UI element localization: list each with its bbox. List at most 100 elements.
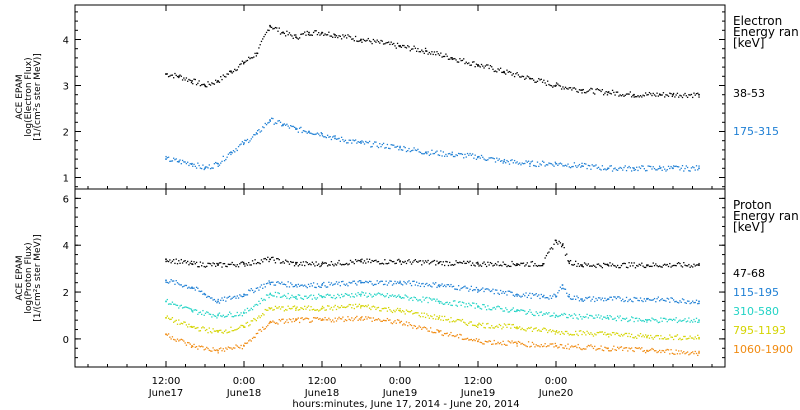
data-point bbox=[469, 288, 471, 290]
data-point bbox=[656, 320, 658, 322]
data-point bbox=[689, 170, 691, 172]
data-point bbox=[185, 262, 188, 264]
data-point bbox=[480, 324, 483, 326]
data-point bbox=[685, 302, 687, 304]
data-point bbox=[544, 343, 546, 345]
data-point bbox=[493, 306, 495, 309]
data-point bbox=[530, 261, 532, 263]
data-point bbox=[648, 91, 651, 94]
data-point bbox=[265, 258, 268, 261]
data-point bbox=[450, 57, 452, 59]
data-point bbox=[607, 264, 609, 266]
data-point bbox=[325, 286, 327, 288]
data-point bbox=[539, 79, 541, 81]
data-point bbox=[207, 295, 209, 298]
data-point bbox=[629, 265, 632, 267]
data-point bbox=[650, 334, 652, 337]
data-point bbox=[527, 265, 530, 267]
data-point bbox=[326, 34, 329, 36]
data-point bbox=[564, 288, 567, 290]
data-point bbox=[281, 125, 283, 127]
data-point bbox=[690, 265, 693, 267]
data-point bbox=[394, 311, 396, 313]
data-point bbox=[173, 338, 175, 341]
data-point bbox=[253, 134, 255, 136]
data-point bbox=[680, 301, 682, 303]
data-point bbox=[511, 324, 513, 326]
data-point bbox=[501, 160, 503, 162]
data-point bbox=[348, 294, 350, 296]
data-point bbox=[513, 75, 516, 78]
data-point bbox=[222, 299, 224, 301]
data-point bbox=[381, 307, 383, 310]
data-point bbox=[231, 261, 233, 264]
data-point bbox=[309, 309, 311, 311]
data-point bbox=[380, 320, 382, 323]
data-point bbox=[634, 347, 637, 349]
data-point bbox=[466, 305, 469, 308]
data-point bbox=[669, 167, 671, 170]
data-point bbox=[515, 162, 517, 164]
data-point bbox=[610, 350, 612, 352]
data-point bbox=[338, 281, 340, 284]
data-point bbox=[242, 344, 245, 346]
data-point bbox=[296, 286, 298, 288]
y-tick-label: 2 bbox=[63, 288, 69, 299]
data-point bbox=[283, 32, 286, 35]
data-point bbox=[330, 282, 333, 284]
data-point bbox=[538, 294, 540, 296]
data-point bbox=[360, 319, 362, 321]
data-point bbox=[424, 297, 427, 299]
data-point bbox=[637, 95, 639, 97]
data-point bbox=[630, 300, 633, 302]
data-point bbox=[561, 284, 564, 286]
data-point bbox=[183, 161, 185, 163]
data-point bbox=[175, 319, 177, 322]
data-point bbox=[427, 53, 429, 55]
data-point bbox=[582, 348, 584, 350]
data-point bbox=[602, 168, 605, 171]
data-point bbox=[454, 155, 456, 158]
data-point bbox=[296, 318, 298, 320]
data-point bbox=[178, 161, 180, 163]
data-point bbox=[290, 296, 292, 299]
data-point bbox=[618, 296, 620, 298]
data-point bbox=[442, 319, 445, 322]
data-point bbox=[419, 326, 422, 328]
data-point bbox=[426, 313, 428, 315]
data-point bbox=[433, 331, 436, 334]
data-point bbox=[215, 79, 217, 81]
data-point bbox=[175, 304, 177, 306]
data-point bbox=[531, 330, 534, 332]
data-point bbox=[404, 313, 406, 315]
y-axis-label-line: [1/(cm²s ster MeV)] bbox=[33, 53, 43, 140]
data-point bbox=[499, 67, 502, 69]
data-point bbox=[502, 310, 504, 312]
data-point bbox=[672, 299, 675, 301]
data-point bbox=[569, 315, 572, 317]
data-point bbox=[358, 303, 361, 305]
data-point bbox=[614, 265, 616, 267]
data-point bbox=[655, 95, 657, 97]
data-point bbox=[604, 263, 606, 265]
data-point bbox=[553, 346, 555, 348]
data-point bbox=[697, 303, 699, 305]
data-point bbox=[287, 305, 289, 307]
data-point bbox=[239, 144, 241, 146]
data-point bbox=[652, 338, 654, 340]
data-point bbox=[450, 154, 452, 156]
data-point bbox=[561, 163, 563, 165]
data-point bbox=[234, 295, 236, 298]
data-point bbox=[269, 320, 272, 323]
data-point bbox=[573, 87, 576, 89]
data-point bbox=[550, 297, 553, 299]
data-point bbox=[662, 264, 665, 266]
data-point bbox=[589, 314, 591, 317]
data-point bbox=[555, 239, 557, 242]
data-point bbox=[595, 164, 597, 166]
data-point bbox=[292, 305, 294, 308]
data-point bbox=[398, 319, 400, 321]
data-point bbox=[202, 83, 204, 86]
data-point bbox=[281, 306, 283, 308]
data-point bbox=[302, 298, 305, 300]
